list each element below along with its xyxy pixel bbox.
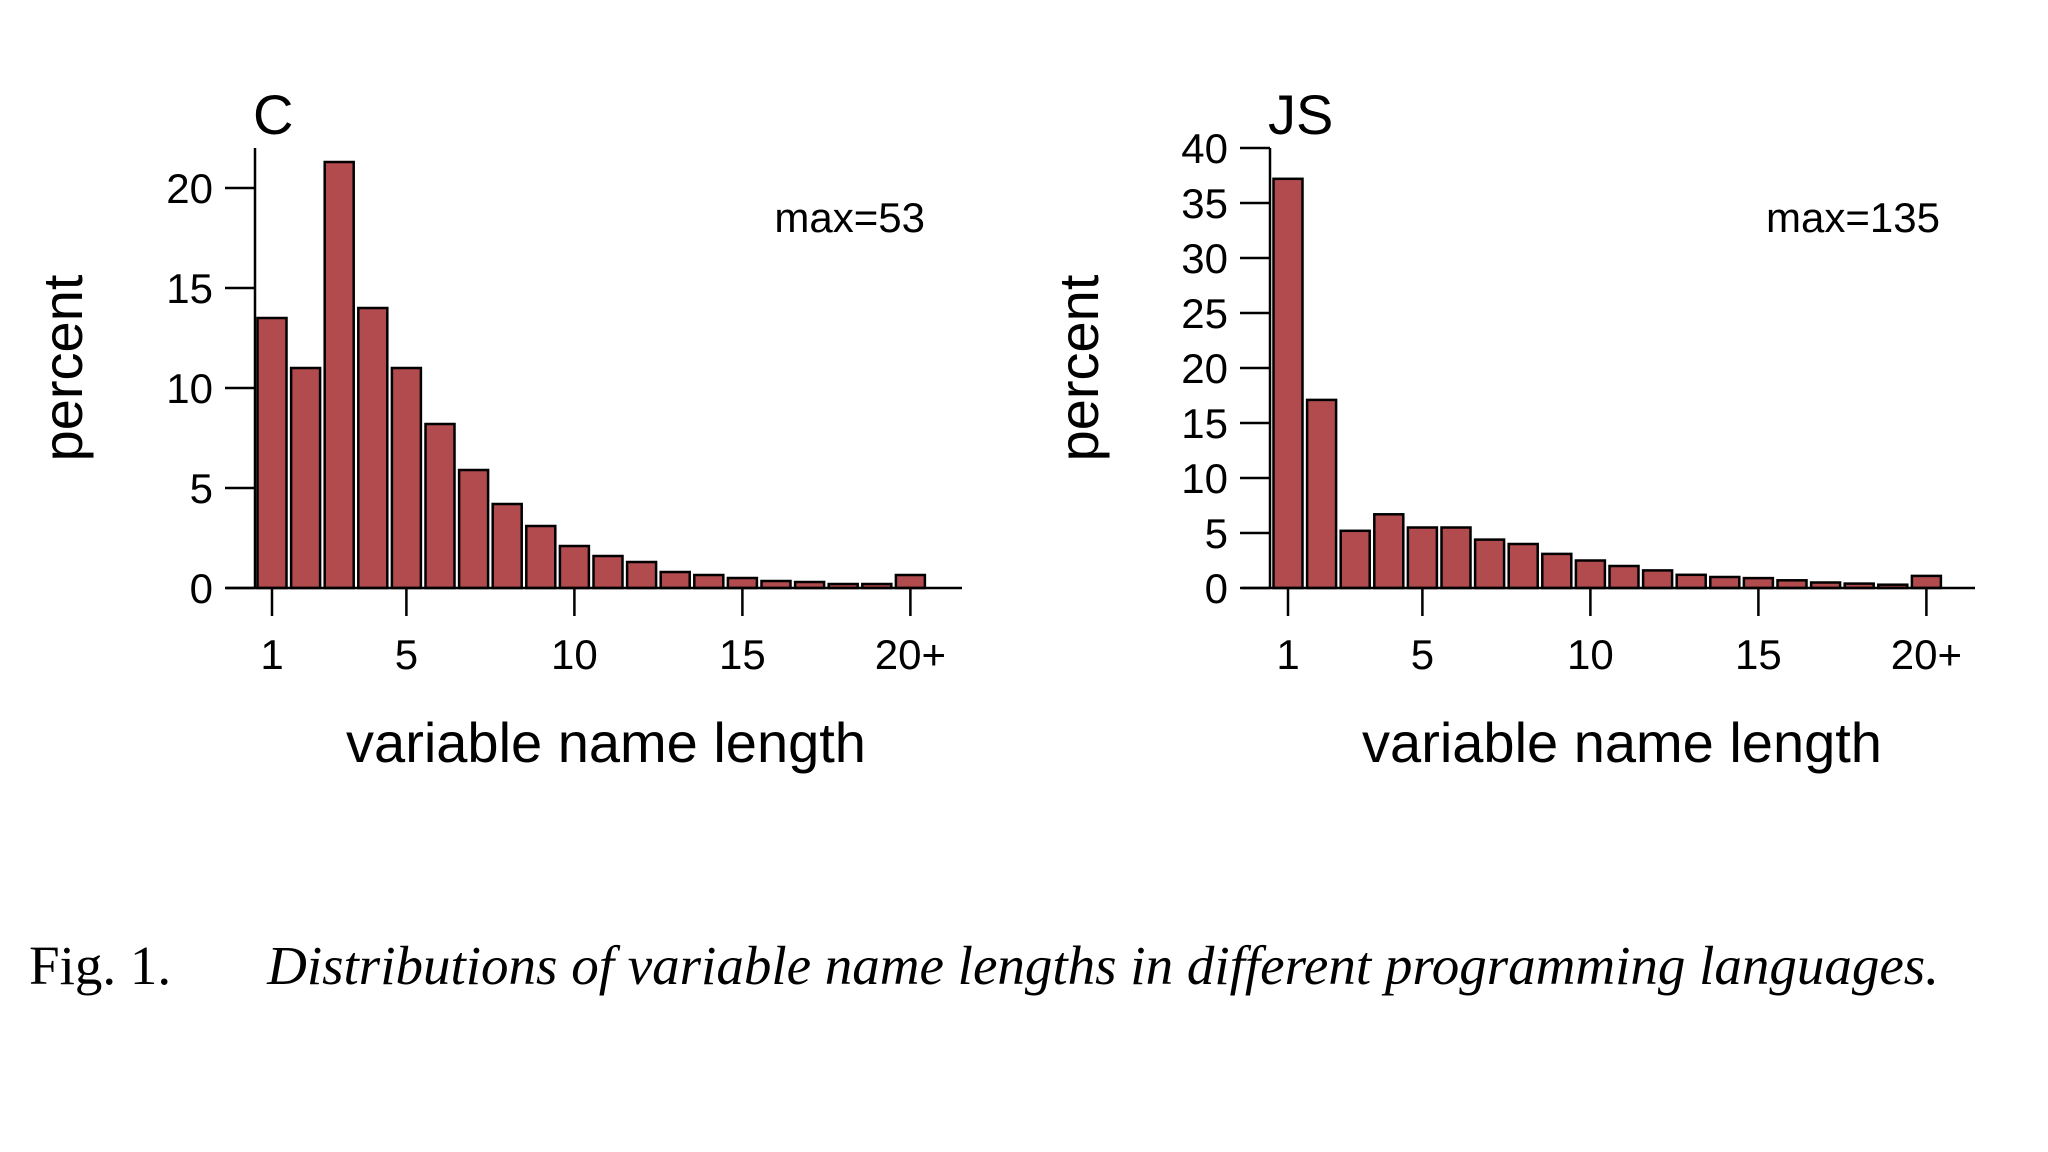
x-tick-label: 5: [395, 631, 418, 678]
max-annotation: max=53: [774, 194, 925, 241]
x-tick-label: 5: [1411, 631, 1434, 678]
panel-title: C: [253, 83, 293, 146]
panel-title: JS: [1268, 83, 1333, 146]
y-tick-label: 35: [1181, 180, 1228, 227]
bar-15: [726, 576, 759, 590]
bar-10: [1574, 559, 1607, 590]
bar-7: [1473, 538, 1506, 590]
x-axis-label: variable name length: [1362, 711, 1882, 774]
bar-6: [1440, 526, 1472, 590]
bar-14: [1709, 575, 1741, 590]
y-tick-label: 5: [1205, 510, 1228, 557]
bar-20+: [894, 573, 927, 590]
bar-10: [558, 544, 591, 590]
y-tick-label: 5: [190, 465, 213, 512]
y-tick-label: 0: [190, 565, 213, 612]
bar-12: [1641, 569, 1674, 590]
bar-15: [1742, 576, 1775, 590]
bar-7: [457, 468, 490, 590]
x-axis-label: variable name length: [346, 711, 866, 774]
bar-4: [1373, 513, 1405, 590]
bar-8: [491, 502, 523, 590]
x-tick-label: 20+: [875, 631, 946, 678]
bar-8: [1507, 542, 1539, 590]
x-tick-label: 10: [551, 631, 598, 678]
x-tick-label: 1: [260, 631, 283, 678]
y-tick-label: 10: [1181, 455, 1228, 502]
y-tick-label: 40: [1181, 125, 1228, 172]
bar-1: [1272, 177, 1304, 590]
y-axis-label: percent: [31, 274, 94, 461]
y-tick-label: 15: [1181, 400, 1228, 447]
figure-caption: Fig. 1. Distributions of variable name le…: [29, 930, 2019, 1002]
bar-9: [1541, 552, 1573, 590]
bar-4: [357, 306, 389, 590]
bar-5: [390, 366, 423, 590]
y-axis-label: percent: [1047, 274, 1110, 461]
bar-2: [1305, 398, 1338, 590]
bar-20+: [1910, 574, 1943, 590]
y-tick-label: 0: [1205, 565, 1228, 612]
caption-text: Distributions of variable name lengths i…: [267, 935, 1939, 996]
bar-12: [625, 560, 658, 590]
bar-5: [1406, 526, 1439, 590]
bar-9: [525, 524, 557, 590]
y-tick-label: 20: [166, 165, 213, 212]
y-tick-label: 15: [166, 265, 213, 312]
bar-13: [659, 570, 691, 590]
bar-2: [289, 366, 322, 590]
bar-3: [323, 160, 355, 590]
y-tick-label: 10: [166, 365, 213, 412]
bar-13: [1675, 573, 1707, 590]
x-tick-label: 10: [1567, 631, 1614, 678]
x-tick-label: 15: [719, 631, 766, 678]
bar-11: [592, 554, 624, 590]
x-tick-label: 1: [1276, 631, 1299, 678]
y-tick-label: 25: [1181, 290, 1228, 337]
bar-3: [1339, 529, 1371, 590]
bar-14: [693, 573, 725, 590]
bar-1: [256, 316, 288, 590]
x-tick-label: 15: [1735, 631, 1782, 678]
bar-6: [424, 422, 456, 590]
x-tick-label: 20+: [1891, 631, 1962, 678]
y-tick-label: 30: [1181, 235, 1228, 282]
caption-label: Fig. 1.: [29, 935, 172, 996]
max-annotation: max=135: [1766, 194, 1940, 241]
bar-11: [1608, 564, 1640, 590]
y-tick-label: 20: [1181, 345, 1228, 392]
